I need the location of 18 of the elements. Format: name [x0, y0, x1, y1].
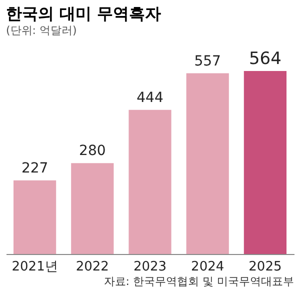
chart-subtitle: (단위: 억달러): [6, 24, 77, 37]
x-tick-label: 2023: [133, 260, 167, 274]
data-label: 280: [79, 143, 106, 160]
x-tick-label: 2022: [76, 260, 109, 274]
data-label: 444: [136, 90, 164, 106]
data-label: 227: [21, 160, 48, 176]
x-tick-label: 2025: [248, 260, 282, 274]
x-tick-label: 2024: [191, 260, 224, 274]
bar: [14, 180, 56, 254]
bar: [186, 73, 229, 254]
bar: [71, 163, 114, 254]
data-label: 557: [194, 53, 221, 70]
bar: [244, 71, 286, 254]
x-tick-label: 2021년: [12, 260, 58, 274]
bar: [128, 110, 172, 254]
data-label: 564: [248, 49, 282, 69]
text: 자료: 한국무역협회 및 미국무역대표부: [104, 274, 294, 289]
chart-title: 한국의 대미 무역흑자: [6, 4, 162, 23]
